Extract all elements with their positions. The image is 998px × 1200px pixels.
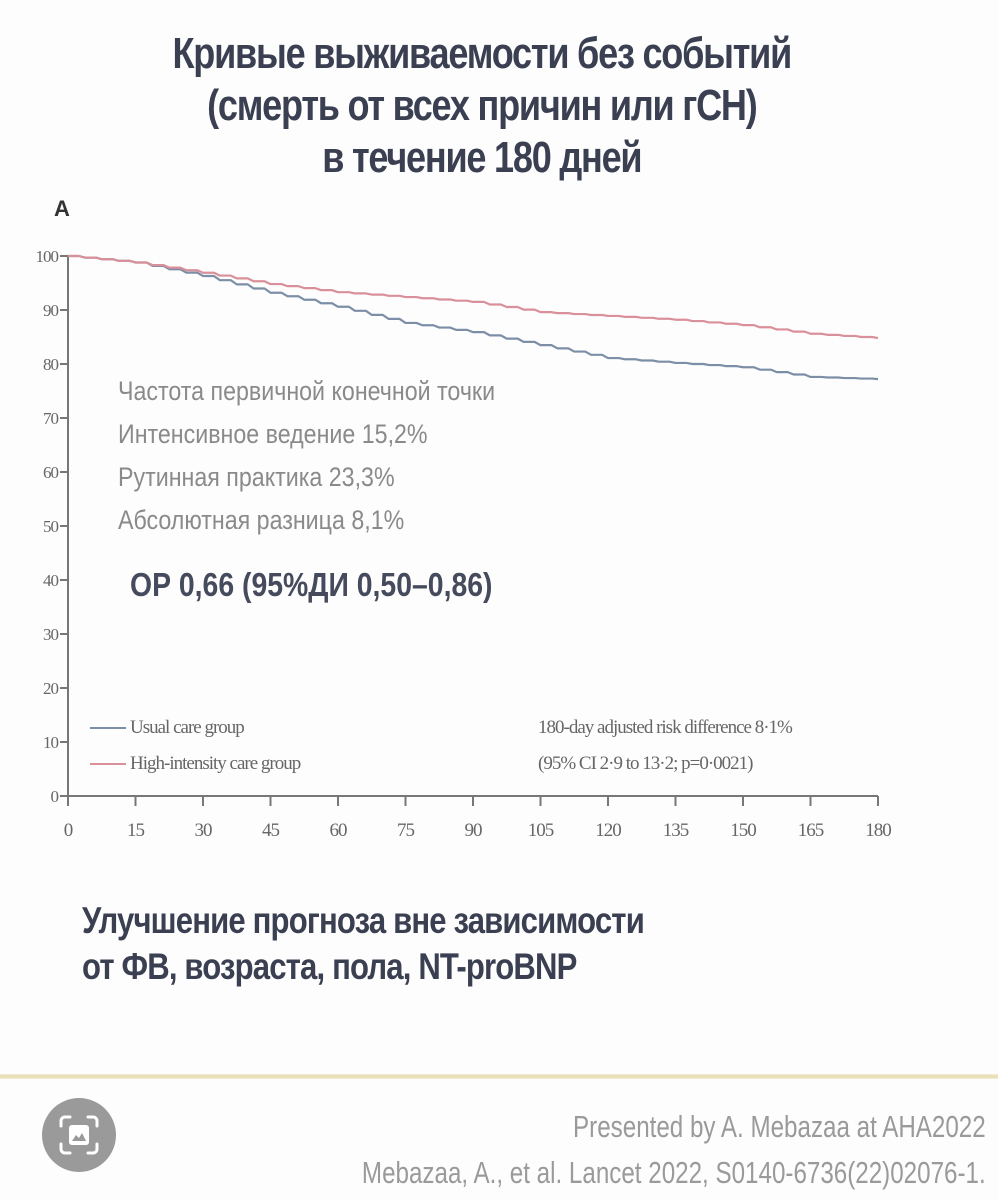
y-tick-label: 80 [43,355,59,374]
x-tick-label: 135 [663,820,689,841]
x-tick-label: 150 [730,820,756,841]
x-tick-label: 15 [127,820,145,841]
high-intensity-curve [68,254,879,340]
title-line-2: (смерть от всех причин или гСН) [207,81,758,130]
conclusion-line-2: от ФВ, возраста, пола, NT-proBNP [82,946,577,987]
chart-legend: Usual care group High-intensity care gro… [90,710,301,782]
stats-intensive: Интенсивное ведение 15,2% [118,419,428,449]
endpoint-stats: Частота первичной конечной точки Интенси… [118,370,495,542]
presented-by: Presented by A. Mebazaa at AHA2022 [573,1109,986,1144]
legend-swatch-usual [90,727,126,729]
y-tick-label: 60 [43,463,59,482]
x-tick-label: 75 [397,820,415,841]
legend-swatch-high-intensity [90,763,126,765]
y-tick-label: 30 [43,625,59,644]
risk-difference-line-2: (95% CI 2·9 to 13·2; p=0·0021) [538,753,753,774]
panel-label: A [54,196,70,221]
y-tick-label: 50 [43,517,59,536]
image-scan-button[interactable] [42,1098,116,1172]
y-tick-label: 40 [43,571,59,590]
conclusion-text: Улучшение прогноза вне зависимости от ФВ… [82,898,645,990]
usual-care-curve [68,254,879,381]
hazard-ratio: ОР 0,66 (95%ДИ 0,50–0,86) [130,566,493,603]
x-tick-label: 90 [465,820,483,841]
y-tick-label: 20 [43,679,59,698]
risk-difference-note: 180-day adjusted risk difference 8·1% (9… [538,710,793,782]
stats-absolute-diff: Абсолютная разница 8,1% [118,505,405,535]
y-tick-label: 10 [43,733,59,752]
x-tick-label: 60 [330,820,348,841]
legend-item-high-intensity: High-intensity care group [90,746,301,782]
y-tick-label: 90 [43,301,59,320]
x-tick-label: 120 [595,820,621,841]
title-line-3: в течение 180 дней [322,133,642,182]
y-tick-label: 0 [51,787,59,806]
y-tick-label: 70 [43,409,59,428]
legend-item-usual: Usual care group [90,710,300,746]
footer-divider [0,1074,998,1079]
citation-footer: Presented by A. Mebazaa at AHA2022 Mebaz… [362,1104,986,1196]
survival-curves [68,254,879,381]
km-chart: 0 10 20 30 40 50 60 70 80 90 100 0 15 30 45 60 75 90 105 12… [36,247,893,841]
stats-routine: Рутинная практика 23,3% [118,462,395,492]
x-tick-label: 45 [262,820,280,841]
x-tick-label: 105 [528,820,554,841]
stats-heading: Частота первичной конечной точки [118,376,496,406]
image-scan-icon [59,1115,99,1155]
x-tick-label: 30 [195,820,213,841]
x-tick-label: 165 [798,820,824,841]
chart-title: Кривые выживаемости без событий (смерть … [88,28,875,184]
reference: Mebazaa, A., et al. Lancet 2022, S0140-6… [362,1155,986,1190]
legend-label-high-intensity: High-intensity care group [130,753,301,774]
x-tick-label: 180 [865,820,891,841]
x-tick-label: 0 [64,820,73,841]
title-line-1: Кривые выживаемости без событий [172,29,793,78]
conclusion-line-1: Улучшение прогноза вне зависимости [82,900,645,941]
y-tick-label: 100 [36,247,59,266]
risk-difference-line-1: 180-day adjusted risk difference 8·1% [538,717,793,738]
legend-label-usual: Usual care group [130,717,245,738]
chart-axes: 0 10 20 30 40 50 60 70 80 90 100 0 15 30 45 60 75 90 105 12… [36,247,893,841]
